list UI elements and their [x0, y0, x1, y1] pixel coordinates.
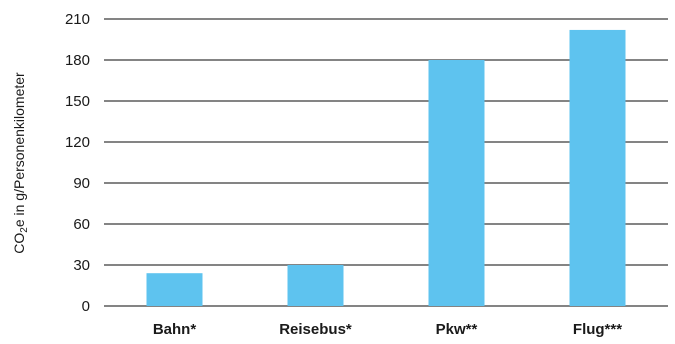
y-tick-labels: 0 30 60 90 120 150 180 210	[65, 11, 90, 315]
bar	[428, 60, 485, 306]
y-tick-label: 150	[65, 93, 90, 110]
y-tick-label: 120	[65, 134, 90, 151]
y-tick-label: 90	[73, 175, 90, 192]
y-tick-label: 30	[73, 257, 90, 274]
x-tick-label: Reisebus*	[279, 321, 352, 338]
y-axis-label-post: e in g/Personenkilometer	[11, 72, 27, 227]
bars	[146, 29, 626, 307]
x-tick-label: Pkw**	[436, 321, 478, 338]
y-tick-label: 210	[65, 11, 90, 28]
bar	[569, 29, 626, 307]
x-tick-label: Flug***	[573, 321, 622, 338]
bar	[146, 273, 203, 306]
x-tick-labels: Bahn* Reisebus* Pkw** Flug***	[153, 321, 622, 338]
y-axis-label: CO2e in g/Personenkilometer	[11, 72, 30, 254]
x-tick-label: Bahn*	[153, 321, 197, 338]
y-tick-label: 0	[82, 298, 90, 315]
bar	[287, 265, 344, 306]
y-axis-label-sub: 2	[19, 227, 30, 233]
y-axis-label-pre: CO	[11, 233, 27, 254]
y-tick-label: 60	[73, 216, 90, 233]
y-tick-label: 180	[65, 52, 90, 69]
